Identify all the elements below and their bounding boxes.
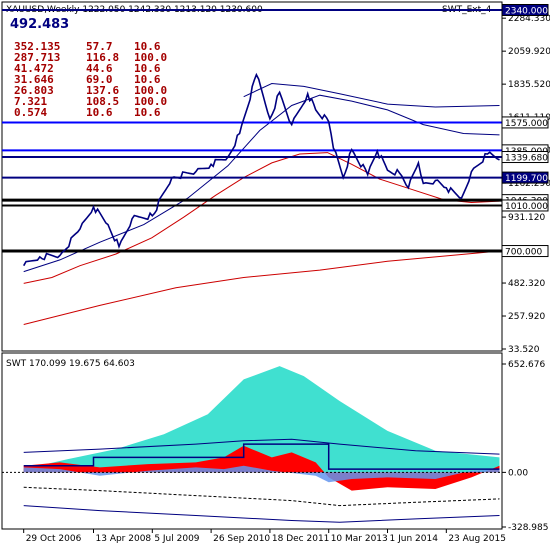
time-axis-label: 26 Sep 2010 (213, 534, 270, 544)
ma-red-line (23, 152, 500, 284)
price-line (23, 72, 500, 267)
sub-step-signal-line (23, 443, 500, 470)
stats-cell: 10.6 (86, 106, 113, 119)
time-axis-label: 13 Apr 2008 (96, 534, 152, 544)
price-axis-label: 1162.290 (508, 179, 550, 189)
price-axis-label: 931.120 (508, 213, 545, 223)
stats-cell: 116.8 (86, 51, 119, 64)
stats-cell: 100.0 (134, 51, 167, 64)
stats-cell: 31.646 (14, 73, 54, 86)
sub-axis-label: 652.676 (508, 360, 545, 370)
level-value-box (501, 245, 549, 258)
stats-cell: 41.472 (14, 62, 54, 75)
price-series (23, 72, 500, 267)
stats-cell: 10.6 (134, 73, 161, 86)
stats-cell: 57.7 (86, 40, 113, 53)
stats-cell: 352.135 (14, 40, 60, 53)
stats-cell: 10.6 (134, 106, 161, 119)
sub-bottom-line (23, 505, 500, 523)
level-value-box (501, 116, 549, 129)
sub-axis-label: -328.985 (508, 523, 548, 533)
level-value-box (501, 199, 549, 212)
level-value-box (501, 171, 549, 184)
time-axis-label: 10 Mar 2013 (331, 534, 388, 544)
level-value-box (501, 151, 549, 164)
cyan-envelope-area (23, 366, 500, 473)
price-axis-label: 257.920 (508, 312, 545, 322)
price-axis-label: 2059.920 (508, 47, 550, 57)
stats-cell: 10.6 (134, 62, 161, 75)
level-value-label: 2340.000 (505, 7, 548, 17)
red-histogram-area (23, 445, 500, 491)
stats-cell: 44.6 (86, 62, 113, 75)
stats-cell: 26.803 (14, 84, 54, 97)
time-axis-label: 29 Oct 2006 (26, 534, 82, 544)
ma-navy-upper-line (243, 82, 500, 108)
price-axis-label: 2284.330 (508, 14, 550, 24)
sub-window-axis: 652.676 0.00 -328.985 (502, 360, 548, 533)
horizontal-levels: 2340.0001575.0001385.0001339.6801199.700… (2, 4, 549, 258)
blue-histogram-area (23, 465, 500, 483)
price-axis: 2284.3302059.9201835.5201611.1101386.700… (502, 14, 550, 355)
level-value-label: 1199.700 (505, 174, 548, 184)
price-axis-label: 482.320 (508, 279, 545, 289)
stats-table: 352.135 57.7 10.6 287.713 116.8 100.0 41.472 44… (14, 40, 167, 119)
main-plot-frame (1, 1, 503, 352)
stats-cell: 10.6 (134, 40, 161, 53)
time-axis-label: 23 Aug 2015 (448, 534, 506, 544)
time-axis-label: 5 Jul 2009 (154, 534, 199, 544)
time-axis: 29 Oct 2006 13 Apr 2008 5 Jul 2009 26 Sep 2… (23, 529, 506, 544)
stats-cell: 108.5 (86, 95, 119, 108)
stats-cell: 7.321 (14, 95, 47, 108)
stats-cell: 287.713 (14, 51, 60, 64)
sub-upper-line (23, 438, 500, 455)
level-value-label: 1575.000 (505, 119, 548, 129)
price-axis-label: 1835.520 (508, 80, 550, 90)
moving-average-red (23, 152, 500, 325)
stats-cell: 0.574 (14, 106, 47, 119)
level-value-box (501, 4, 549, 16)
time-axis-label: 1 Jun 2014 (390, 534, 439, 544)
sub-axis-label: 0.00 (508, 468, 528, 478)
level-value-label: 1339.680 (505, 154, 548, 164)
time-axis-label: 18 Dec 2011 (272, 534, 330, 544)
ma-red-long-line (23, 250, 500, 325)
sub-window-title: SWT 170.099 19.675 64.603 (6, 359, 135, 369)
stats-cell: 100.0 (134, 84, 167, 97)
level-value-label: 1010.000 (505, 202, 548, 212)
price-axis-label: 33.520 (508, 345, 540, 355)
sub-window-histogram (2, 366, 502, 523)
level-value-label: 700.000 (505, 248, 542, 258)
stats-cell: 69.0 (86, 73, 113, 86)
indicator-main-value: 492.483 (10, 17, 69, 32)
stats-cell: 137.6 (86, 84, 119, 97)
stats-cell: 100.0 (134, 95, 167, 108)
sub-lower-dashed-line (23, 486, 500, 507)
